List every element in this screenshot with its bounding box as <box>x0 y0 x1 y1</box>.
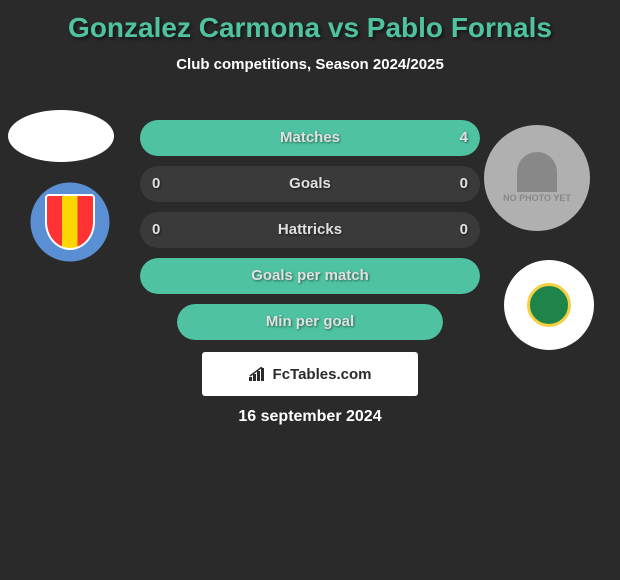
player-left-photo <box>8 110 114 162</box>
brand-name: FcTables.com <box>273 366 372 383</box>
stat-row-goals: Goals 0 0 <box>140 166 480 202</box>
stat-row-matches: Matches 4 <box>140 120 480 156</box>
club-right-badge <box>504 260 594 350</box>
stat-label: Min per goal <box>177 304 442 340</box>
chart-icon <box>249 367 267 381</box>
stat-value-right: 0 <box>460 166 468 202</box>
brand-logo-box: FcTables.com <box>202 352 418 396</box>
player-right-photo: NO PHOTO YET <box>484 125 590 231</box>
stat-label: Goals <box>140 166 480 202</box>
silhouette-icon <box>517 152 557 192</box>
getafe-shield-icon <box>45 194 95 250</box>
stat-value-right: 4 <box>460 120 468 156</box>
stat-value-left: 0 <box>152 212 160 248</box>
no-photo-text: NO PHOTO YET <box>503 194 571 204</box>
comparison-title: Gonzalez Carmona vs Pablo Fornals <box>0 0 620 44</box>
stat-label: Matches <box>140 120 480 156</box>
stat-row-hattricks: Hattricks 0 0 <box>140 212 480 248</box>
stat-row-min-per-goal: Min per goal <box>177 304 442 340</box>
club-left-badge <box>20 180 120 264</box>
stat-label: Goals per match <box>140 258 480 294</box>
snapshot-date: 16 september 2024 <box>0 408 620 426</box>
season-subtitle: Club competitions, Season 2024/2025 <box>0 56 620 73</box>
stats-container: Matches 4 Goals 0 0 Hattricks 0 0 Goals … <box>140 120 480 350</box>
betis-shield-icon <box>527 283 571 327</box>
stat-row-goals-per-match: Goals per match <box>140 258 480 294</box>
stat-value-left: 0 <box>152 166 160 202</box>
stat-value-right: 0 <box>460 212 468 248</box>
stat-label: Hattricks <box>140 212 480 248</box>
